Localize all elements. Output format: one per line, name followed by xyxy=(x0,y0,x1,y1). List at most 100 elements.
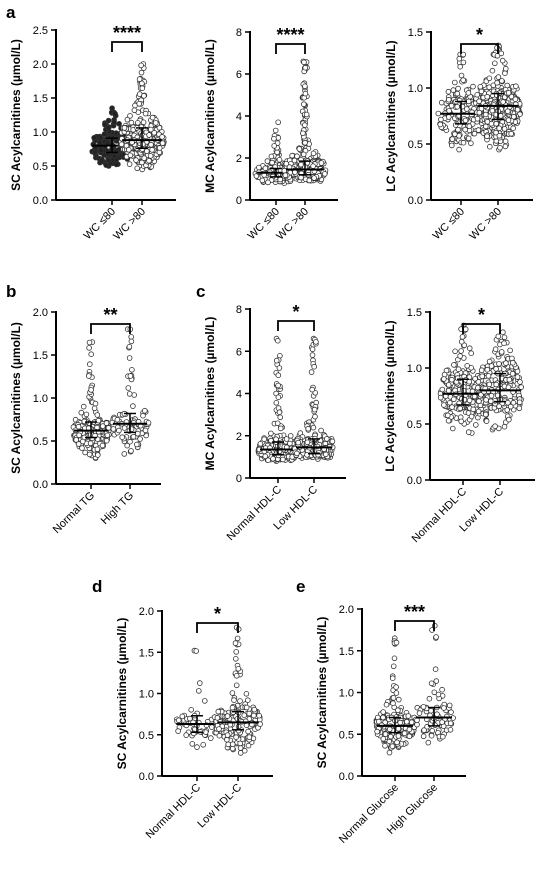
significance-bracket xyxy=(90,323,131,334)
data-point xyxy=(441,376,447,382)
panel-letter-a: a xyxy=(6,3,16,22)
data-point xyxy=(449,404,455,410)
data-point xyxy=(505,90,512,96)
data-point xyxy=(482,411,489,418)
data-point xyxy=(438,116,444,123)
data-point xyxy=(276,409,283,416)
y-tick-label: 0.5 xyxy=(139,730,154,742)
data-point xyxy=(401,730,408,736)
data-point xyxy=(304,439,311,446)
data-point xyxy=(390,700,396,706)
data-point xyxy=(482,111,489,118)
data-point xyxy=(302,64,309,71)
data-point xyxy=(470,406,477,413)
data-point xyxy=(425,739,432,746)
data-point xyxy=(309,386,316,393)
data-point xyxy=(502,143,509,150)
data-point xyxy=(486,143,493,150)
y-tick-label: 1.0 xyxy=(339,688,354,700)
data-point xyxy=(505,117,512,123)
data-point xyxy=(504,407,511,413)
data-point xyxy=(136,76,143,82)
data-point xyxy=(486,381,493,388)
data-point xyxy=(493,121,500,127)
data-point xyxy=(478,367,485,374)
data-point xyxy=(468,140,474,147)
data-point xyxy=(321,171,328,177)
data-point xyxy=(111,153,118,160)
data-point xyxy=(264,158,271,164)
data-point xyxy=(274,149,280,156)
data-point xyxy=(437,394,444,401)
data-point xyxy=(484,133,490,140)
data-point xyxy=(509,359,516,366)
data-point xyxy=(287,440,293,447)
data-point xyxy=(94,412,101,418)
data-point xyxy=(156,145,163,151)
group-points xyxy=(213,624,263,756)
data-point xyxy=(497,113,504,119)
data-point xyxy=(91,135,97,141)
data-point xyxy=(393,690,400,696)
data-point xyxy=(416,710,423,716)
data-point xyxy=(516,405,523,412)
data-point xyxy=(202,698,208,704)
data-point xyxy=(448,376,455,383)
data-point xyxy=(121,451,128,457)
data-point xyxy=(294,450,300,457)
plot-c2: 0.0 0.5 1.0 1.5 LC Acylcarnitines (µmol/L) No… xyxy=(383,305,535,545)
y-tick-label: 4 xyxy=(236,389,242,401)
data-point xyxy=(298,174,304,181)
data-point xyxy=(486,75,493,82)
data-point xyxy=(215,708,222,715)
data-point xyxy=(309,352,316,358)
data-point xyxy=(135,430,141,437)
data-point xyxy=(277,176,284,183)
data-point xyxy=(233,655,239,662)
data-point xyxy=(243,704,250,711)
data-point xyxy=(457,405,463,412)
data-point xyxy=(318,160,325,166)
data-point xyxy=(455,366,462,373)
data-point xyxy=(431,689,438,696)
data-point xyxy=(73,437,79,443)
data-point xyxy=(476,109,483,116)
data-point xyxy=(140,412,146,419)
data-point xyxy=(458,418,465,425)
data-point xyxy=(514,374,521,380)
data-point xyxy=(386,749,393,756)
data-point xyxy=(295,439,302,446)
data-point xyxy=(140,119,147,126)
data-point xyxy=(301,122,308,128)
data-point xyxy=(153,120,159,126)
data-point xyxy=(302,83,308,90)
y-tick-label: 1.0 xyxy=(407,363,422,375)
data-point xyxy=(282,172,289,179)
data-point xyxy=(306,177,313,184)
data-point xyxy=(386,726,393,732)
data-point xyxy=(458,72,465,79)
data-point xyxy=(80,403,87,410)
y-axis-title: SC Acylcarnitines (µmol/L) xyxy=(9,39,23,191)
data-point xyxy=(183,732,190,738)
y-tick-label: 0.0 xyxy=(407,475,422,487)
significance-label: * xyxy=(478,305,485,325)
data-point xyxy=(432,666,439,672)
data-point xyxy=(82,449,88,456)
data-point xyxy=(110,426,117,432)
data-point xyxy=(518,384,524,390)
data-point xyxy=(470,83,476,90)
data-point xyxy=(484,366,491,373)
data-point xyxy=(506,416,512,423)
data-point xyxy=(96,139,103,146)
data-point xyxy=(465,90,472,96)
data-point xyxy=(491,60,498,67)
data-point xyxy=(86,373,92,379)
data-point xyxy=(216,732,223,739)
data-point xyxy=(458,348,464,354)
data-point xyxy=(428,707,434,714)
data-point xyxy=(111,119,117,125)
significance-bracket xyxy=(277,320,315,331)
data-point xyxy=(485,373,492,379)
